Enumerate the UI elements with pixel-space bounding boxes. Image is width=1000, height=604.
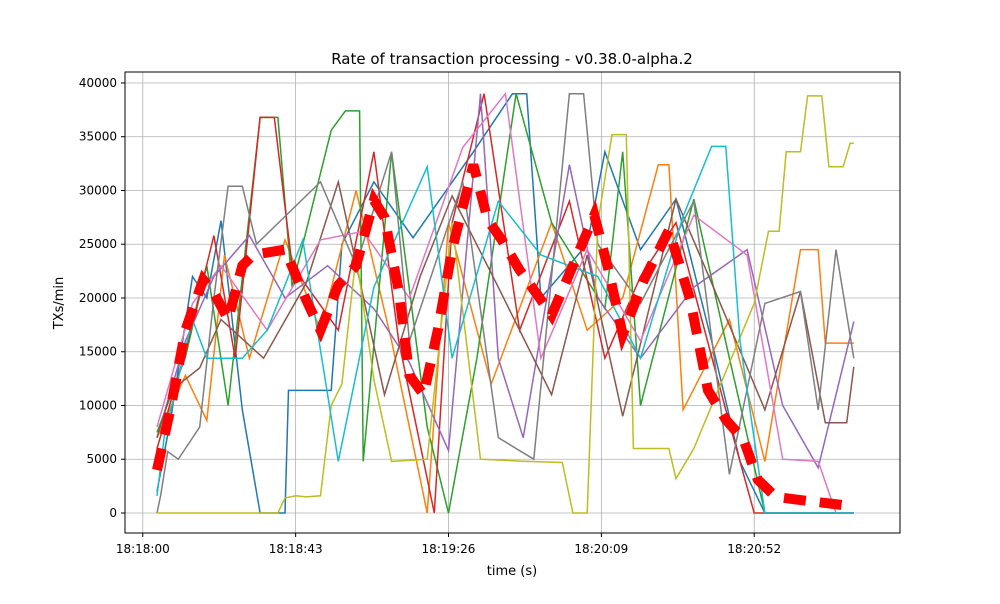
x-ticks: 18:18:00 18:18:43 18:19:26 18:20:09 18:20:52 [116,533,781,556]
x-tick-label: 18:20:52 [727,542,781,556]
x-tick-label: 18:18:43 [269,542,323,556]
series-line-8 [157,95,854,514]
y-tick-label: 30000 [79,183,117,197]
y-tick-label: 10000 [79,398,117,412]
y-tick-label: 5000 [86,452,117,466]
mean-line [152,163,848,511]
x-tick-label: 18:18:00 [116,542,170,556]
x-tick-label: 18:20:09 [574,542,628,556]
plot-frame [124,71,901,534]
y-tick-label: 25000 [79,237,117,251]
series-lines [156,91,855,514]
x-axis-label: time (s) [487,564,537,579]
y-tick-label: 15000 [79,345,117,359]
x-tick-label: 18:19:26 [422,542,476,556]
y-tick-label: 40000 [79,76,117,90]
y-ticks: 0 5000 10000 15000 20000 25000 30000 35000 40000 [79,76,125,520]
y-tick-label: 0 [109,506,117,520]
y-tick-label: 20000 [79,291,117,305]
chart-title: Rate of transaction processing - v0.38.0… [331,50,693,68]
y-tick-label: 35000 [79,130,117,144]
mean-line-group [152,163,848,511]
series-line-9 [156,145,854,514]
series-line-5 [156,178,855,438]
series-line-4 [156,93,855,470]
y-axis-label: TXs/min [52,277,67,331]
series-line-6 [156,91,854,514]
